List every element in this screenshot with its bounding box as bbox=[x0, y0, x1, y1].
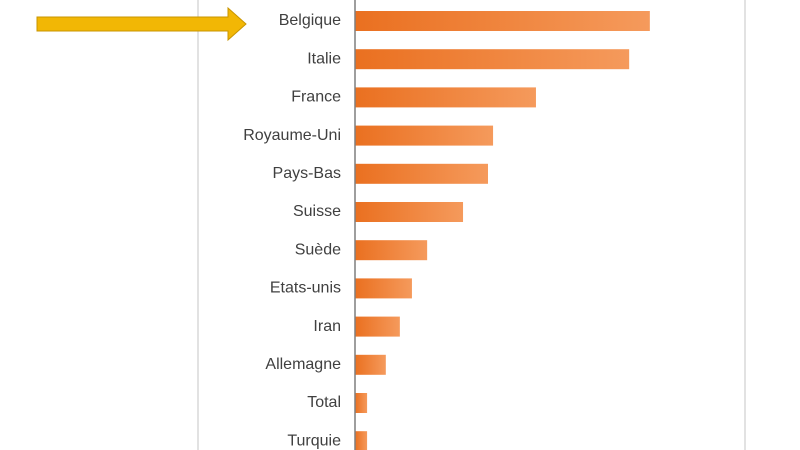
bar bbox=[355, 278, 412, 299]
y-tick-label: Allemagne bbox=[265, 356, 341, 373]
bar bbox=[355, 431, 368, 450]
y-tick-label: Suisse bbox=[293, 203, 341, 220]
bar bbox=[355, 202, 464, 222]
y-tick-label: Suède bbox=[295, 241, 341, 258]
y-tick-label: Iran bbox=[313, 318, 341, 335]
bar bbox=[355, 316, 400, 337]
bar bbox=[355, 49, 630, 70]
bar bbox=[355, 393, 368, 413]
bar bbox=[355, 240, 428, 261]
bar bbox=[355, 11, 650, 31]
y-tick-label: Total bbox=[307, 394, 341, 411]
y-tick-label: Italie bbox=[307, 50, 341, 67]
bar bbox=[355, 354, 386, 375]
bar bbox=[355, 87, 536, 108]
y-tick-label: Etats-unis bbox=[270, 280, 341, 297]
bar bbox=[355, 125, 494, 146]
y-tick-label: Pays-Bas bbox=[273, 165, 341, 182]
y-tick-label: Turquie bbox=[287, 432, 341, 449]
y-tick-label: Belgique bbox=[279, 12, 341, 29]
y-tick-label: France bbox=[291, 89, 341, 106]
bar bbox=[355, 163, 488, 184]
highlight-arrow bbox=[36, 6, 247, 42]
y-tick-label: Royaume-Uni bbox=[243, 127, 341, 144]
